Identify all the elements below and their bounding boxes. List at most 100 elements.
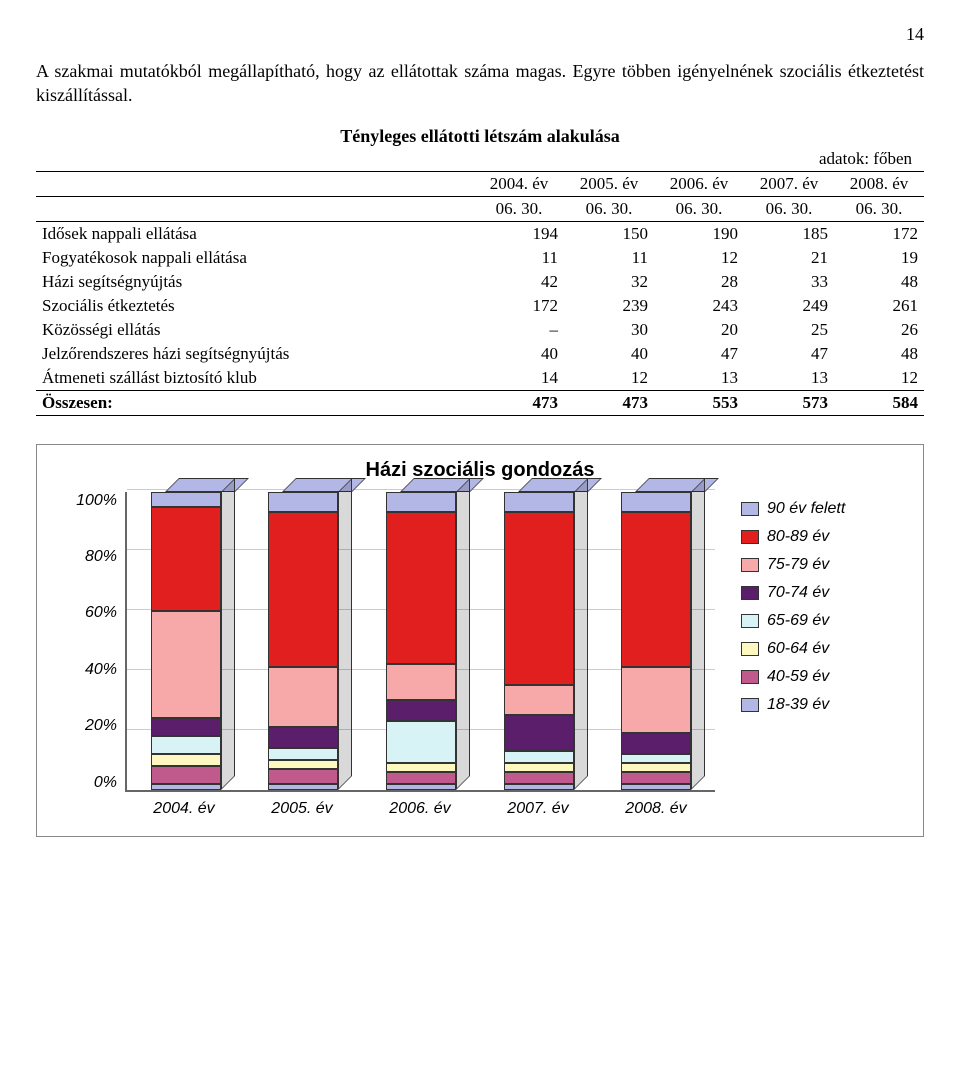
bar-segment <box>621 763 691 772</box>
col-date-3: 06. 30. <box>744 196 834 221</box>
legend-swatch <box>741 558 759 572</box>
bar-side-shade <box>221 478 235 790</box>
bar-segment <box>268 512 338 667</box>
cell-value: 11 <box>564 246 654 270</box>
bar-segment <box>268 784 338 790</box>
bar-segment <box>621 733 691 754</box>
bar-segment <box>151 754 221 766</box>
chart-bar <box>151 492 221 790</box>
bar-segment <box>268 748 338 760</box>
legend-item: 80-89 év <box>741 528 905 546</box>
chart-x-axis: 2004. év2005. év2006. év2007. év2008. év <box>125 792 715 818</box>
table-row: Közösségi ellátás–30202526 <box>36 318 924 342</box>
bar-segment <box>504 512 574 685</box>
row-label: Átmeneti szállást biztosító klub <box>36 366 474 391</box>
chart-y-axis: 100%80%60%40%20%0% <box>55 492 125 792</box>
col-year-2: 2006. év <box>654 171 744 196</box>
bar-segment <box>504 685 574 715</box>
chart-legend: 90 év felett 80-89 év 75-79 év 70-74 év 65-6… <box>715 492 905 818</box>
chart-bar <box>386 492 456 790</box>
legend-swatch <box>741 614 759 628</box>
col-year-4: 2008. év <box>834 171 924 196</box>
bar-segment <box>621 667 691 733</box>
legend-item: 70-74 év <box>741 584 905 602</box>
table-title: Tényleges ellátotti létszám alakulása <box>36 126 924 147</box>
table-row: Szociális étkeztetés172239243249261 <box>36 294 924 318</box>
bar-segment <box>504 492 574 513</box>
cell-value: 21 <box>744 246 834 270</box>
bar-segment <box>386 763 456 772</box>
totals-label: Összesen: <box>36 390 474 415</box>
legend-label: 40-59 év <box>767 668 829 686</box>
cell-value: 32 <box>564 270 654 294</box>
cell-value: 243 <box>654 294 744 318</box>
bar-top-cap <box>282 478 366 492</box>
table-row: Házi segítségnyújtás4232283348 <box>36 270 924 294</box>
totals-value: 473 <box>564 390 654 415</box>
bar-segment <box>621 512 691 667</box>
bar-segment <box>386 772 456 784</box>
bar-top-cap <box>518 478 602 492</box>
col-date-4: 06. 30. <box>834 196 924 221</box>
row-label: Fogyatékosok nappali ellátása <box>36 246 474 270</box>
bar-segment <box>386 664 456 700</box>
cell-value: 185 <box>744 221 834 246</box>
legend-item: 90 év felett <box>741 500 905 518</box>
intro-paragraph: A szakmai mutatókból megállapítható, hog… <box>36 59 924 108</box>
bar-segment <box>621 772 691 784</box>
cell-value: 30 <box>564 318 654 342</box>
cell-value: 13 <box>654 366 744 391</box>
y-tick-label: 0% <box>55 774 117 792</box>
bar-segment <box>504 763 574 772</box>
cell-value: 172 <box>834 221 924 246</box>
bar-side-shade <box>456 478 470 790</box>
legend-item: 18-39 év <box>741 696 905 714</box>
legend-swatch <box>741 670 759 684</box>
chart-bar <box>268 492 338 790</box>
y-tick-label: 20% <box>55 717 117 735</box>
bar-segment <box>504 784 574 790</box>
legend-label: 80-89 év <box>767 528 829 546</box>
totals-value: 584 <box>834 390 924 415</box>
page-number: 14 <box>36 24 924 45</box>
bar-side-shade <box>691 478 705 790</box>
legend-item: 40-59 év <box>741 668 905 686</box>
cell-value: 261 <box>834 294 924 318</box>
totals-value: 573 <box>744 390 834 415</box>
y-tick-label: 80% <box>55 548 117 566</box>
cell-value: 239 <box>564 294 654 318</box>
chart-container: Házi szociális gondozás 100%80%60%40%20%… <box>36 444 924 837</box>
row-label: Szociális étkeztetés <box>36 294 474 318</box>
bar-segment <box>386 700 456 721</box>
bar-segment <box>386 721 456 763</box>
chart-plot <box>125 492 715 792</box>
cell-value: 12 <box>834 366 924 391</box>
cell-value: 12 <box>564 366 654 391</box>
bar-segment <box>386 512 456 664</box>
col-date-2: 06. 30. <box>654 196 744 221</box>
bar-segment <box>151 718 221 736</box>
bar-top-cap <box>635 478 719 492</box>
cell-value: 25 <box>744 318 834 342</box>
bar-segment <box>621 492 691 513</box>
bar-segment <box>151 784 221 790</box>
legend-item: 60-64 év <box>741 640 905 658</box>
y-tick-label: 60% <box>55 604 117 622</box>
bar-segment <box>151 507 221 611</box>
y-tick-label: 100% <box>55 492 117 510</box>
cell-value: 48 <box>834 342 924 366</box>
legend-item: 65-69 év <box>741 612 905 630</box>
cell-value: 172 <box>474 294 564 318</box>
bar-segment <box>504 751 574 763</box>
chart-bar <box>504 492 574 790</box>
legend-label: 75-79 év <box>767 556 829 574</box>
cell-value: 194 <box>474 221 564 246</box>
bar-segment <box>386 784 456 790</box>
bar-segment <box>504 772 574 784</box>
col-date-0: 06. 30. <box>474 196 564 221</box>
legend-swatch <box>741 586 759 600</box>
cell-value: 20 <box>654 318 744 342</box>
table-row: Átmeneti szállást biztosító klub14121313… <box>36 366 924 391</box>
cell-value: – <box>474 318 564 342</box>
x-tick-label: 2004. év <box>153 800 214 818</box>
